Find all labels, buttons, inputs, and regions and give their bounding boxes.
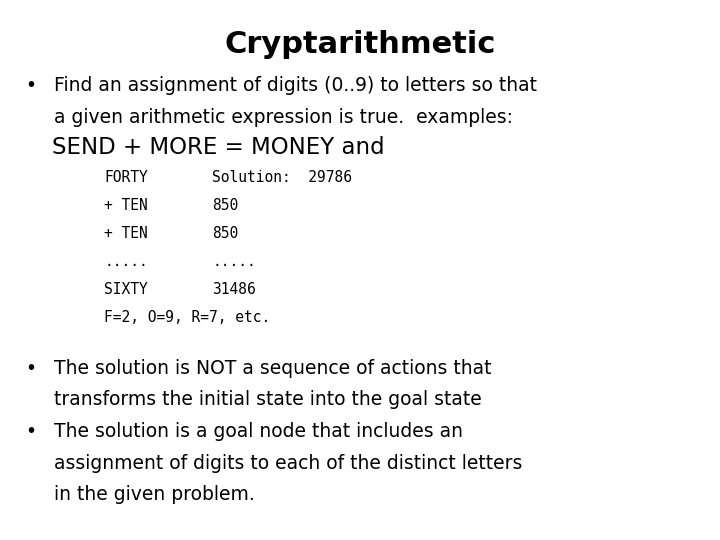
- Text: The solution is NOT a sequence of actions that: The solution is NOT a sequence of action…: [54, 359, 492, 378]
- Text: The solution is a goal node that includes an: The solution is a goal node that include…: [54, 422, 463, 441]
- Text: + TEN: + TEN: [104, 226, 148, 241]
- Text: Solution:  29786: Solution: 29786: [212, 170, 352, 185]
- Text: .....: .....: [104, 254, 148, 269]
- Text: in the given problem.: in the given problem.: [54, 485, 255, 504]
- Text: •: •: [25, 359, 36, 378]
- Text: •: •: [25, 422, 36, 441]
- Text: FORTY: FORTY: [104, 170, 148, 185]
- Text: + TEN: + TEN: [104, 198, 148, 213]
- Text: .....: .....: [212, 254, 256, 269]
- Text: SEND + MORE = MONEY and: SEND + MORE = MONEY and: [52, 136, 384, 159]
- Text: transforms the initial state into the goal state: transforms the initial state into the go…: [54, 390, 482, 409]
- Text: assignment of digits to each of the distinct letters: assignment of digits to each of the dist…: [54, 454, 523, 472]
- Text: 31486: 31486: [212, 282, 256, 298]
- Text: 850: 850: [212, 198, 238, 213]
- Text: Cryptarithmetic: Cryptarithmetic: [225, 30, 495, 59]
- Text: Find an assignment of digits (0..9) to letters so that: Find an assignment of digits (0..9) to l…: [54, 76, 537, 94]
- Text: 850: 850: [212, 226, 238, 241]
- Text: F=2, O=9, R=7, etc.: F=2, O=9, R=7, etc.: [104, 310, 271, 326]
- Text: SIXTY: SIXTY: [104, 282, 148, 298]
- Text: •: •: [25, 76, 36, 94]
- Text: a given arithmetic expression is true.  examples:: a given arithmetic expression is true. e…: [54, 108, 513, 127]
